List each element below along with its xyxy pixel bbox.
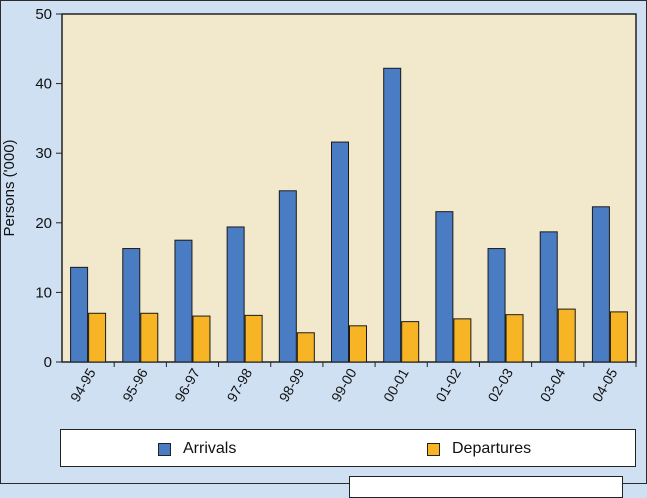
bar-departures <box>609 311 628 363</box>
legend-label-departures: Departures <box>452 440 532 457</box>
x-tick-label: 95-96 <box>119 365 151 404</box>
bar-arrivals <box>278 190 297 363</box>
bar-departures <box>296 332 315 363</box>
y-tick-label: 10 <box>35 284 52 301</box>
bar-departures <box>349 325 367 363</box>
bar-arrivals <box>435 211 454 363</box>
legend-label-arrivals: Arrivals <box>183 440 237 457</box>
bar-arrivals <box>122 248 141 363</box>
bar-chart: 0 10 20 30 40 50 Persons ('000) 94-95 95-96 96-97… <box>1 6 637 405</box>
y-axis-label: Persons ('000) <box>1 139 18 236</box>
legend-item-departures: Departures <box>427 440 531 458</box>
bar-departures <box>557 308 576 363</box>
x-tick-label: 02-03 <box>484 365 516 404</box>
x-tick-label: 99-00 <box>328 365 360 404</box>
bar-arrivals <box>591 206 610 363</box>
x-tick-label: 03-04 <box>537 365 569 404</box>
legend-swatch-arrivals <box>158 442 171 456</box>
x-tick-label: 94-95 <box>67 365 99 404</box>
x-tick-label: 01-02 <box>432 365 464 404</box>
x-tick-label: 00-01 <box>380 365 412 404</box>
x-tick-label: 96-97 <box>171 365 203 404</box>
bar-arrivals <box>226 226 245 363</box>
bar-departures <box>88 312 107 363</box>
y-tick-label: 40 <box>35 76 52 93</box>
x-tick-label: 04-05 <box>589 365 621 404</box>
bar-departures <box>244 314 263 363</box>
bar-arrivals <box>174 239 193 363</box>
bar-arrivals <box>331 141 349 363</box>
bar-arrivals <box>383 67 402 363</box>
footer-box <box>349 476 623 498</box>
y-tick-label: 50 <box>35 6 52 23</box>
legend-item-arrivals: Arrivals <box>158 440 236 458</box>
bar-departures <box>505 314 524 363</box>
bar-arrivals <box>487 248 506 363</box>
chart-legend: Arrivals Departures <box>60 429 636 467</box>
bar-departures <box>453 318 472 363</box>
y-tick-label: 30 <box>35 145 52 162</box>
y-tick-label: 0 <box>44 354 52 371</box>
x-tick-label: 97-98 <box>223 365 255 404</box>
bar-arrivals <box>70 266 89 363</box>
bar-arrivals <box>539 231 558 363</box>
y-tick-label: 20 <box>35 215 52 232</box>
bar-departures <box>192 315 211 363</box>
x-tick-label: 98-99 <box>276 365 308 404</box>
bar-departures <box>140 312 159 363</box>
bar-departures <box>401 321 420 363</box>
legend-swatch-departures <box>427 442 440 456</box>
